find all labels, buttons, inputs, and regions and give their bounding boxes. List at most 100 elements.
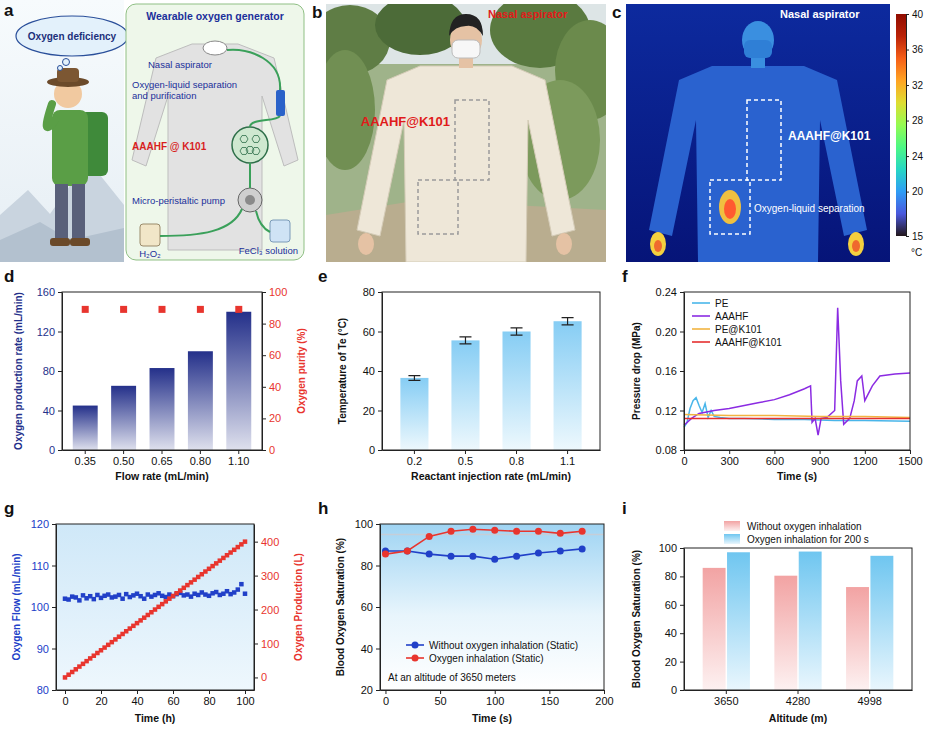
- data-point: [77, 598, 82, 603]
- tick: 0.08: [656, 444, 684, 456]
- plot-background: [56, 524, 254, 690]
- tick: 120: [31, 518, 56, 530]
- tick-label: 0.50: [113, 455, 134, 467]
- chart-panel: 0300600900120015000.080.120.160.200.24Ti…: [622, 267, 923, 482]
- tick-label: 3650: [714, 695, 738, 707]
- legend-item: Without oxygen inhalation (Static): [406, 640, 578, 651]
- tick-label: 0.35: [75, 455, 96, 467]
- chart-panel: 365042804998020406080100Altitude (m)Bloo…: [622, 499, 913, 724]
- tick: 60: [262, 349, 281, 361]
- label: AAAHF @ K101: [132, 141, 207, 152]
- tick: 0.12: [656, 405, 684, 417]
- chart-panel: 0.350.500.650.801.1004080120160020406080…: [4, 267, 307, 482]
- legend-line: [692, 341, 710, 343]
- panel-label: a: [4, 1, 14, 20]
- data-point: [579, 545, 586, 552]
- inset-frame: [126, 4, 304, 260]
- tick-label: 200: [261, 604, 279, 616]
- tick-mark: [680, 605, 684, 606]
- tick-mark: [262, 292, 266, 293]
- tick-label: 0.8: [509, 455, 524, 467]
- label: Oxygen-liquid separation: [754, 203, 865, 214]
- tick-label: 24: [912, 151, 924, 162]
- label: Nasal aspirator: [148, 59, 212, 70]
- tick-mark: [865, 450, 866, 454]
- tick-mark: [378, 292, 382, 293]
- legend-item: PE: [692, 298, 729, 309]
- hand: [654, 240, 662, 252]
- tick-mark: [245, 690, 246, 694]
- tick: 0: [369, 444, 382, 456]
- tick: 20: [95, 690, 107, 707]
- tick-label: 50: [434, 695, 446, 707]
- leg: [72, 184, 85, 240]
- y-axis: 0.080.120.160.200.24: [656, 286, 685, 456]
- tick-label: 1200: [853, 455, 877, 467]
- panel-label: e: [318, 267, 327, 286]
- shoe: [50, 238, 70, 246]
- panel-label: b: [312, 3, 322, 22]
- bar: [150, 368, 175, 450]
- tick-mark: [680, 411, 684, 412]
- bar: [111, 386, 136, 450]
- tick-mark: [567, 450, 568, 454]
- tick: 36: [906, 44, 924, 55]
- tick: 40: [131, 690, 143, 707]
- data-point: [404, 547, 411, 554]
- tick-label: 20: [361, 684, 373, 696]
- tick-label: 40: [363, 365, 375, 377]
- data-point: [426, 551, 433, 558]
- tick: 40: [906, 9, 924, 20]
- data-point: [448, 528, 455, 535]
- plot-frame: [56, 524, 254, 690]
- legend-item: PE@K101: [692, 324, 762, 335]
- tick-mark: [378, 450, 382, 451]
- speech-bubble: [16, 16, 128, 56]
- tick-label: 0.16: [656, 365, 677, 377]
- legend-label: Oxygen inhalation (Static): [429, 653, 544, 664]
- tick-mark: [254, 542, 258, 543]
- tick-label: 80: [361, 560, 373, 572]
- legend-label: PE@K101: [715, 324, 762, 335]
- bottle: [270, 220, 290, 242]
- tick-label: 100: [261, 638, 279, 650]
- y-axis: 04080120160: [37, 286, 63, 456]
- axis-line: [57, 690, 255, 691]
- tick: 20: [361, 684, 380, 696]
- axis-title: Blood Oxygen Saturation (%): [631, 550, 642, 688]
- legend: Without oxygen inhalationOxygen inhalati…: [724, 521, 869, 545]
- tick-label: 40: [131, 695, 143, 707]
- tick: 0: [62, 690, 68, 707]
- tick: 90: [37, 643, 56, 655]
- tick-label: 60: [167, 695, 179, 707]
- hand: [650, 232, 666, 256]
- error-bar: [459, 337, 471, 344]
- tick: 0: [262, 444, 275, 456]
- data-point: [142, 596, 147, 601]
- tick: 0.20: [656, 326, 684, 338]
- plot-area: [400, 318, 581, 450]
- tube: [249, 163, 251, 188]
- axis-title: Oxygen purity (%): [296, 328, 307, 414]
- tick-mark: [378, 411, 382, 412]
- tick-label: 4280: [786, 695, 810, 707]
- axis-line: [62, 293, 63, 451]
- tick-label: 120: [37, 326, 55, 338]
- tick-label: 60: [363, 326, 375, 338]
- tick: 32: [906, 80, 924, 91]
- y-axis: 020406080100: [659, 542, 685, 696]
- bar: [188, 351, 213, 450]
- plot-background: [380, 524, 604, 690]
- tick-mark: [52, 566, 56, 567]
- legend: Without oxygen inhalation (Static) Oxygen…: [406, 640, 578, 664]
- highlight-box: [418, 180, 458, 234]
- legend-item: Without oxygen inhalation: [724, 521, 862, 532]
- tick: 60: [167, 690, 179, 707]
- tick-mark: [798, 690, 799, 694]
- tick-label: 15: [912, 231, 924, 242]
- aaahf-icon: [232, 127, 268, 163]
- mask: [203, 41, 227, 55]
- data-point: [448, 553, 455, 560]
- tick-label: 20: [363, 405, 375, 417]
- tick-label: 80: [37, 684, 49, 696]
